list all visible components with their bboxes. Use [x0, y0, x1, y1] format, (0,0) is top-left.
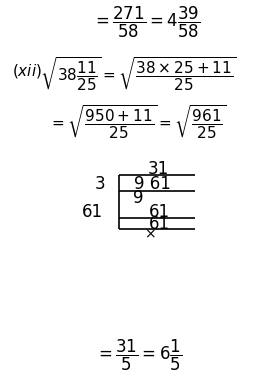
- Text: 61: 61: [82, 203, 103, 221]
- Text: 9 61: 9 61: [134, 175, 171, 193]
- Text: $= \sqrt{\dfrac{950+11}{25}} = \sqrt{\dfrac{961}{25}}$: $= \sqrt{\dfrac{950+11}{25}} = \sqrt{\df…: [49, 104, 227, 142]
- Text: $= \dfrac{271}{58} = 4\dfrac{39}{58}$: $= \dfrac{271}{58} = 4\dfrac{39}{58}$: [92, 5, 200, 40]
- Text: 3: 3: [95, 175, 105, 193]
- Text: $\times$: $\times$: [144, 227, 156, 241]
- Text: $= \dfrac{31}{5} = 6\dfrac{1}{5}$: $= \dfrac{31}{5} = 6\dfrac{1}{5}$: [95, 337, 182, 373]
- Text: 9: 9: [133, 189, 144, 207]
- Text: 61: 61: [149, 203, 170, 221]
- Text: $\sqrt{38\dfrac{11}{25}} = \sqrt{\dfrac{38\times25+11}{25}}$: $\sqrt{38\dfrac{11}{25}} = \sqrt{\dfrac{…: [40, 56, 237, 93]
- Text: 31: 31: [147, 160, 169, 178]
- Text: 61: 61: [149, 215, 170, 233]
- Text: $(xii)$: $(xii)$: [12, 62, 42, 80]
